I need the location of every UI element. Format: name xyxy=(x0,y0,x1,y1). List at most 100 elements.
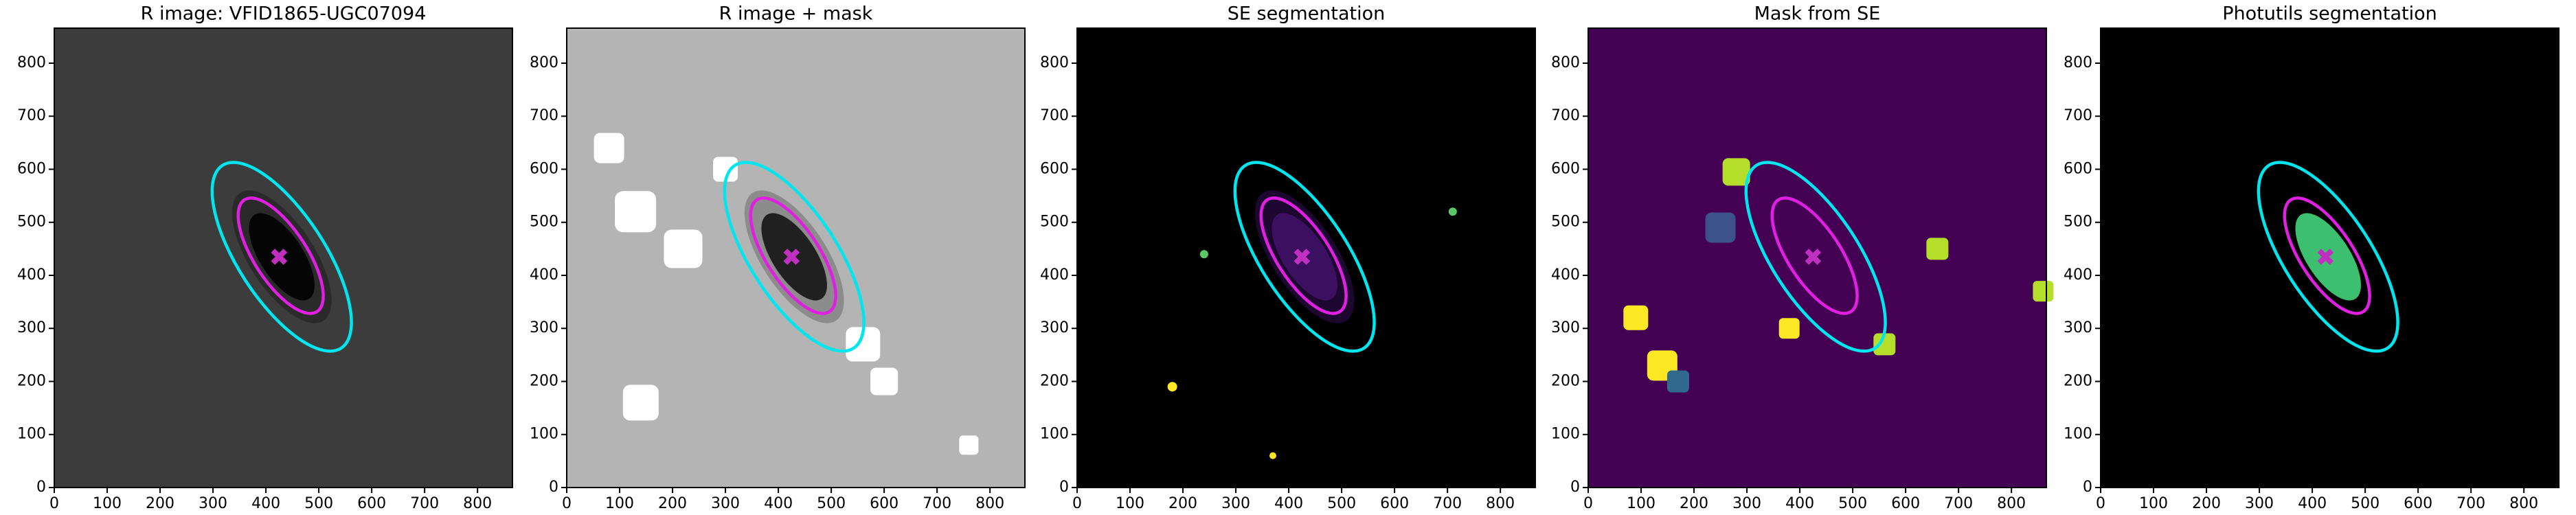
y-tick-label: 400 xyxy=(1040,266,1069,284)
panel: R image: VFID1865-UGC07094 0 100 200 300 400 5… xyxy=(17,3,513,512)
x-tick-label: 500 xyxy=(1838,495,1867,512)
source xyxy=(959,435,979,455)
aperture-ellipse xyxy=(236,196,325,315)
panel: SE segmentation 0 100 200 300 400 500 600 700 800… xyxy=(1040,3,1536,512)
x-tick-label: 300 xyxy=(199,495,227,512)
source xyxy=(1778,318,1800,339)
y-tick-label: 0 xyxy=(1059,479,1069,496)
x-tick-label: 700 xyxy=(1944,495,1973,512)
source xyxy=(1167,382,1177,392)
y-tick-label: 300 xyxy=(17,319,46,336)
source xyxy=(1199,250,1208,259)
x-tick-label: 800 xyxy=(975,495,1004,512)
y-tick-label: 400 xyxy=(530,266,558,284)
y-tick-label: 600 xyxy=(1040,160,1069,177)
x-tick-label: 200 xyxy=(2192,495,2221,512)
axes-frame xyxy=(1588,27,2047,488)
y-tick-label: 300 xyxy=(530,319,558,336)
x-tick-label: 0 xyxy=(562,495,572,512)
y-tick-label: 400 xyxy=(17,266,46,284)
x-tick-label: 200 xyxy=(1680,495,1708,512)
y-tick-label: 200 xyxy=(1551,372,1580,389)
y-tick-label: 300 xyxy=(1040,319,1069,336)
y-tick-label: 400 xyxy=(2064,266,2092,284)
axes-frame xyxy=(2100,27,2560,488)
y-tick-label: 100 xyxy=(530,426,558,443)
y-tick-label: 800 xyxy=(17,54,46,71)
source xyxy=(1705,212,1736,243)
aperture-ellipse xyxy=(210,161,353,353)
y-tick-label: 100 xyxy=(2064,426,2092,443)
x-tick-label: 800 xyxy=(1486,495,1515,512)
x-tick-label: 600 xyxy=(1891,495,1920,512)
source xyxy=(1873,333,1896,356)
x-tick-label: 300 xyxy=(1221,495,1250,512)
source xyxy=(1269,452,1276,459)
x-tick-label: 500 xyxy=(2351,495,2380,512)
x-tick-label: 800 xyxy=(2509,495,2538,512)
x-tick-label: 600 xyxy=(1380,495,1409,512)
y-tick-label: 700 xyxy=(2064,107,2092,124)
x-tick-label: 200 xyxy=(658,495,687,512)
x-tick-label: 300 xyxy=(711,495,740,512)
aperture-ellipse xyxy=(1744,161,1887,353)
y-tick-label: 400 xyxy=(1551,266,1580,284)
x-tick-label: 400 xyxy=(764,495,793,512)
aperture-ellipse xyxy=(1233,161,1376,353)
y-tick-label: 200 xyxy=(2064,372,2092,389)
x-tick-label: 500 xyxy=(304,495,333,512)
source xyxy=(615,191,657,233)
y-tick-label: 100 xyxy=(1551,426,1580,443)
center-marker xyxy=(271,249,288,265)
y-tick-label: 0 xyxy=(1570,479,1580,496)
y-tick-label: 200 xyxy=(530,372,558,389)
x-tick-label: 400 xyxy=(251,495,280,512)
aperture-ellipse xyxy=(2257,161,2399,353)
axes-frame xyxy=(54,27,513,488)
x-tick-label: 600 xyxy=(870,495,899,512)
x-tick-label: 700 xyxy=(1433,495,1462,512)
x-tick-label: 500 xyxy=(817,495,846,512)
y-tick-label: 500 xyxy=(1551,214,1580,231)
panel: R image + mask 0 100 200 300 400 500 600 700 800 0… xyxy=(530,3,1026,512)
y-tick-label: 800 xyxy=(530,54,558,71)
y-tick-label: 700 xyxy=(530,107,558,124)
x-tick-label: 700 xyxy=(2456,495,2485,512)
x-tick-label: 0 xyxy=(1072,495,1082,512)
panel: Photutils segmentation 0 100 200 300 400 500 60… xyxy=(2064,3,2560,512)
y-tick-label: 600 xyxy=(1551,160,1580,177)
source xyxy=(2033,281,2054,302)
panel-title: R image + mask xyxy=(719,3,873,25)
x-tick-label: 300 xyxy=(2245,495,2274,512)
x-tick-label: 700 xyxy=(410,495,439,512)
x-tick-label: 0 xyxy=(49,495,59,512)
source xyxy=(1667,370,1689,393)
y-tick-label: 0 xyxy=(2083,479,2092,496)
source xyxy=(713,157,738,182)
y-tick-label: 500 xyxy=(2064,214,2092,231)
x-tick-label: 700 xyxy=(923,495,951,512)
source xyxy=(1722,158,1750,186)
y-tick-label: 800 xyxy=(1040,54,1069,71)
panel-title: SE segmentation xyxy=(1228,3,1385,25)
panel-title: Photutils segmentation xyxy=(2222,3,2437,25)
center-marker xyxy=(1293,249,1311,265)
center-marker xyxy=(1805,249,1822,265)
source xyxy=(664,229,703,268)
panel-title: Mask from SE xyxy=(1754,3,1881,25)
x-tick-label: 200 xyxy=(1168,495,1197,512)
aperture-ellipse xyxy=(1770,196,1859,315)
x-tick-label: 100 xyxy=(1116,495,1144,512)
y-tick-label: 700 xyxy=(17,107,46,124)
x-tick-label: 600 xyxy=(2404,495,2432,512)
x-tick-label: 400 xyxy=(1274,495,1303,512)
axes-frame xyxy=(566,27,1026,488)
x-tick-label: 400 xyxy=(1785,495,1814,512)
x-tick-label: 200 xyxy=(146,495,174,512)
y-tick-label: 100 xyxy=(17,426,46,443)
x-tick-label: 100 xyxy=(2139,495,2168,512)
x-tick-label: 600 xyxy=(357,495,386,512)
y-tick-label: 800 xyxy=(1551,54,1580,71)
x-tick-label: 400 xyxy=(2298,495,2327,512)
